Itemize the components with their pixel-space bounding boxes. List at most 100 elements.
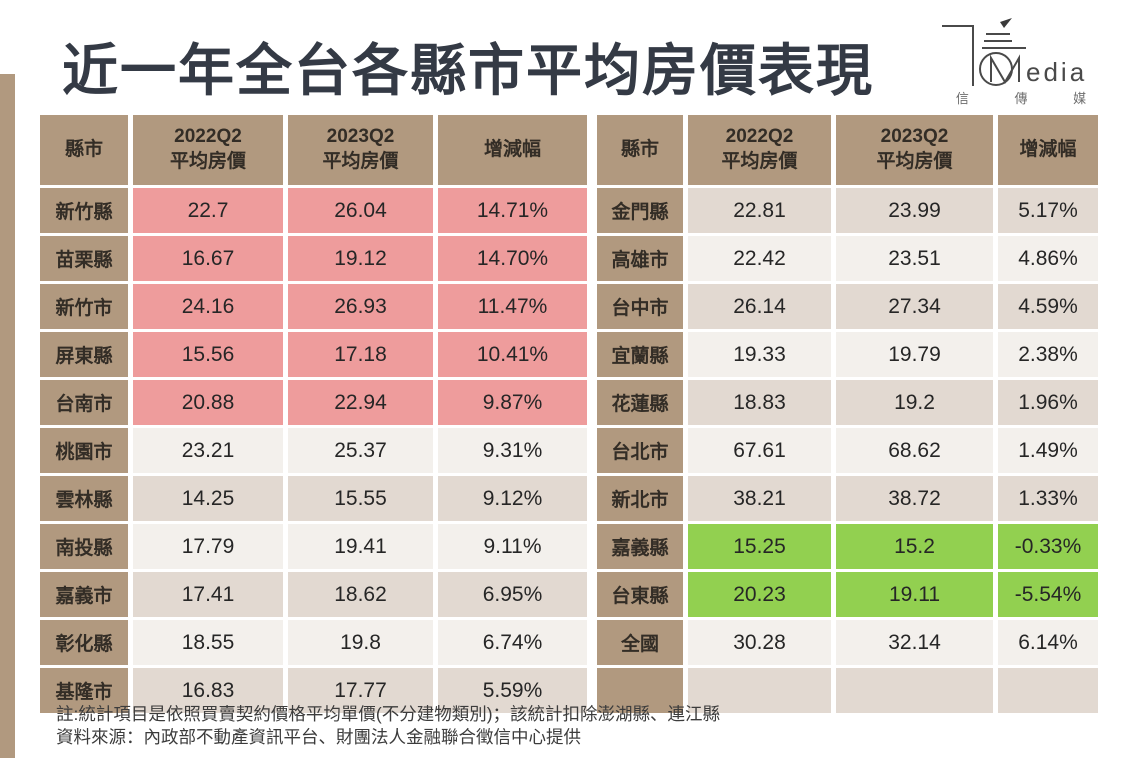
price-2023-cell: 38.72 (836, 476, 993, 521)
price-2022-cell: 19.33 (688, 332, 831, 377)
county-cell: 台北市 (597, 428, 683, 473)
change-cell: 9.11% (438, 524, 587, 569)
price-2023-cell: 25.37 (288, 428, 433, 473)
price-2023-cell: 26.93 (288, 284, 433, 329)
cmedia-logo-mark: edia (942, 18, 1087, 87)
price-2022-cell: 16.83 (133, 668, 283, 713)
change-cell (998, 668, 1098, 713)
county-cell: 金門縣 (597, 188, 683, 233)
price-2023-cell (836, 668, 993, 713)
price-2023-cell: 26.04 (288, 188, 433, 233)
change-cell: 4.59% (998, 284, 1098, 329)
price-2022-cell (688, 668, 831, 713)
column-header: 縣市 (40, 115, 128, 185)
county-cell: 基隆市 (40, 668, 128, 713)
price-2023-cell: 27.34 (836, 284, 993, 329)
change-cell: 1.96% (998, 380, 1098, 425)
price-2022-cell: 30.28 (688, 620, 831, 665)
county-cell (597, 668, 683, 713)
logo-tick-mark (1000, 18, 1012, 28)
price-2023-cell: 18.62 (288, 572, 433, 617)
price-2022-cell: 23.21 (133, 428, 283, 473)
price-2023-cell: 17.18 (288, 332, 433, 377)
price-2022-cell: 24.16 (133, 284, 283, 329)
county-cell: 新竹市 (40, 284, 128, 329)
change-cell: 14.71% (438, 188, 587, 233)
column-header: 增減幅 (998, 115, 1098, 185)
county-cell: 新北市 (597, 476, 683, 521)
county-cell: 彰化縣 (40, 620, 128, 665)
price-table-left: 縣市 2022Q2 平均房價 2023Q2 平均房價 增減幅 新竹縣 22.7 26.04 1… (40, 115, 589, 713)
price-2023-cell: 32.14 (836, 620, 993, 665)
county-cell: 台南市 (40, 380, 128, 425)
county-cell: 全國 (597, 620, 683, 665)
column-header: 2023Q2 平均房價 (836, 115, 993, 185)
page-title: 近一年全台各縣市平均房價表現 (62, 39, 874, 102)
note-line-2: 資料來源：內政部不動產資訊平台、財團法人金融聯合徵信中心提供 (56, 727, 581, 747)
price-2023-cell: 22.94 (288, 380, 433, 425)
price-2022-cell: 14.25 (133, 476, 283, 521)
price-2023-cell: 15.55 (288, 476, 433, 521)
price-2023-cell: 23.99 (836, 188, 993, 233)
logo-text-edia: edia (1026, 57, 1087, 87)
change-cell: 6.74% (438, 620, 587, 665)
price-2022-cell: 18.83 (688, 380, 831, 425)
cmedia-logo: edia 信 傳 媒 (936, 14, 1108, 110)
price-table-right: 縣市 2022Q2 平均房價 2023Q2 平均房價 增減幅金門縣 22.81 23.99… (597, 115, 1100, 713)
price-2023-cell: 23.51 (836, 236, 993, 281)
county-cell: 苗栗縣 (40, 236, 128, 281)
county-cell: 宜蘭縣 (597, 332, 683, 377)
change-cell: 6.14% (998, 620, 1098, 665)
logo-letter-m (990, 54, 1020, 84)
price-2023-cell: 15.2 (836, 524, 993, 569)
footnotes: 註:統計項目是依照買賣契約價格平均單價(不分建物類別)；該統計扣除澎湖縣、連江縣… (56, 703, 720, 749)
price-2022-cell: 20.23 (688, 572, 831, 617)
price-2022-cell: 17.79 (133, 524, 283, 569)
change-cell: 5.59% (438, 668, 587, 713)
county-cell: 新竹縣 (40, 188, 128, 233)
county-cell: 雲林縣 (40, 476, 128, 521)
column-header: 2022Q2 平均房價 (133, 115, 283, 185)
left-accent-bar (0, 74, 15, 758)
column-header: 2022Q2 平均房價 (688, 115, 831, 185)
price-tables: 縣市 2022Q2 平均房價 2023Q2 平均房價 增減幅 新竹縣 22.7 26.04 1… (40, 115, 1100, 713)
column-header: 縣市 (597, 115, 683, 185)
price-2023-cell: 17.77 (288, 668, 433, 713)
county-cell: 嘉義市 (40, 572, 128, 617)
change-cell: 1.49% (998, 428, 1098, 473)
price-2023-cell: 19.79 (836, 332, 993, 377)
change-cell: 11.47% (438, 284, 587, 329)
price-2022-cell: 26.14 (688, 284, 831, 329)
column-header: 增減幅 (438, 115, 587, 185)
note-line-1: 註:統計項目是依照買賣契約價格平均單價(不分建物類別)；該統計扣除澎湖縣、連江縣 (56, 704, 721, 724)
price-2023-cell: 68.62 (836, 428, 993, 473)
logo-chinese-name: 信 傳 媒 (955, 91, 1089, 106)
price-2023-cell: 19.8 (288, 620, 433, 665)
county-cell: 屏東縣 (40, 332, 128, 377)
change-cell: -5.54% (998, 572, 1098, 617)
change-cell: 14.70% (438, 236, 587, 281)
county-cell: 台東縣 (597, 572, 683, 617)
price-2022-cell: 22.42 (688, 236, 831, 281)
price-2022-cell: 38.21 (688, 476, 831, 521)
change-cell: 9.31% (438, 428, 587, 473)
price-2022-cell: 22.7 (133, 188, 283, 233)
change-cell: 10.41% (438, 332, 587, 377)
county-cell: 嘉義縣 (597, 524, 683, 569)
county-cell: 高雄市 (597, 236, 683, 281)
price-2023-cell: 19.2 (836, 380, 993, 425)
price-2023-cell: 19.12 (288, 236, 433, 281)
county-cell: 台中市 (597, 284, 683, 329)
price-2022-cell: 18.55 (133, 620, 283, 665)
price-2022-cell: 22.81 (688, 188, 831, 233)
change-cell: 9.12% (438, 476, 587, 521)
county-cell: 南投縣 (40, 524, 128, 569)
change-cell: -0.33% (998, 524, 1098, 569)
price-2022-cell: 67.61 (688, 428, 831, 473)
change-cell: 6.95% (438, 572, 587, 617)
change-cell: 9.87% (438, 380, 587, 425)
change-cell: 5.17% (998, 188, 1098, 233)
price-2022-cell: 20.88 (133, 380, 283, 425)
logo-bracket-stroke (942, 25, 974, 86)
change-cell: 2.38% (998, 332, 1098, 377)
